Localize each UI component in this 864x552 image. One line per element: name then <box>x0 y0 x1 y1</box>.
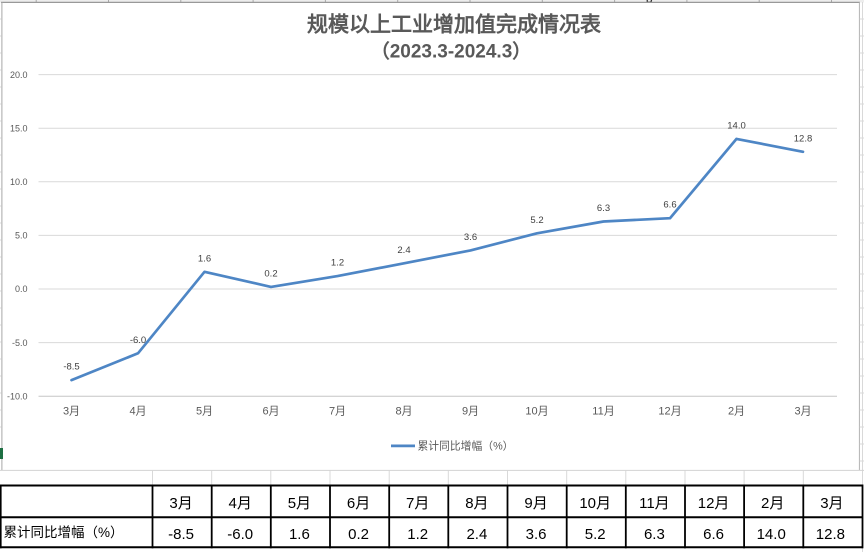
svg-text:3月: 3月 <box>169 495 192 512</box>
svg-text:12月: 12月 <box>658 406 681 418</box>
svg-text:-8.5: -8.5 <box>63 362 79 373</box>
svg-text:1.6: 1.6 <box>289 526 310 543</box>
svg-text:-8.5: -8.5 <box>168 526 194 543</box>
svg-text:累计同比增幅（%）: 累计同比增幅（%） <box>418 439 514 453</box>
svg-text:2月: 2月 <box>761 495 784 512</box>
svg-text:10月: 10月 <box>579 495 611 512</box>
svg-text:1.6: 1.6 <box>198 253 211 264</box>
svg-text:15.0: 15.0 <box>10 123 28 133</box>
svg-text:3月: 3月 <box>820 495 843 512</box>
svg-text:-10.0: -10.0 <box>7 391 28 401</box>
svg-text:7月: 7月 <box>329 406 346 418</box>
svg-text:10月: 10月 <box>525 406 548 418</box>
svg-text:-6.0: -6.0 <box>227 526 253 543</box>
svg-text:6.6: 6.6 <box>663 200 676 211</box>
svg-text:0.2: 0.2 <box>348 526 369 543</box>
svg-text:9月: 9月 <box>462 406 479 418</box>
svg-text:6月: 6月 <box>262 406 279 418</box>
svg-text:3月: 3月 <box>794 406 811 418</box>
svg-text:累计同比增幅（%）: 累计同比增幅（%） <box>4 525 124 540</box>
svg-text:8月: 8月 <box>395 406 412 418</box>
svg-text:12月: 12月 <box>698 495 730 512</box>
svg-text:3.6: 3.6 <box>464 232 477 243</box>
svg-text:2.4: 2.4 <box>397 245 410 256</box>
svg-text:1.2: 1.2 <box>407 526 428 543</box>
svg-text:规模以上工业增加值完成情况表: 规模以上工业增加值完成情况表 <box>307 13 602 37</box>
svg-text:9月: 9月 <box>524 495 547 512</box>
svg-text:11月: 11月 <box>639 495 670 512</box>
svg-text:0.2: 0.2 <box>264 268 277 279</box>
svg-text:6.3: 6.3 <box>597 203 610 214</box>
svg-text:6.6: 6.6 <box>703 526 724 543</box>
svg-text:3.6: 3.6 <box>526 526 547 543</box>
svg-text:5月: 5月 <box>196 406 213 418</box>
svg-text:12.8: 12.8 <box>816 526 845 543</box>
svg-text:10.0: 10.0 <box>10 177 28 187</box>
svg-text:14.0: 14.0 <box>727 120 746 131</box>
svg-text:3月: 3月 <box>63 406 80 418</box>
svg-text:4月: 4月 <box>129 406 146 418</box>
svg-text:6.3: 6.3 <box>644 526 665 543</box>
svg-text:-5.0: -5.0 <box>12 338 28 348</box>
svg-text:5.0: 5.0 <box>15 231 28 241</box>
svg-text:11月: 11月 <box>592 406 614 418</box>
svg-text:1.2: 1.2 <box>331 258 344 269</box>
svg-text:6月: 6月 <box>347 495 370 512</box>
svg-text:2月: 2月 <box>728 406 745 418</box>
svg-text:8月: 8月 <box>465 495 488 512</box>
svg-text:7月: 7月 <box>406 495 429 512</box>
svg-text:5.2: 5.2 <box>585 526 606 543</box>
svg-text:2.4: 2.4 <box>466 526 487 543</box>
svg-text:（2023.3-2024.3）: （2023.3-2024.3） <box>371 40 532 63</box>
svg-text:5月: 5月 <box>288 495 311 512</box>
svg-text:0.0: 0.0 <box>15 284 28 294</box>
svg-text:12.8: 12.8 <box>794 133 813 144</box>
svg-text:14.0: 14.0 <box>757 526 786 543</box>
svg-text:-6.0: -6.0 <box>130 335 146 346</box>
svg-text:4月: 4月 <box>229 495 252 512</box>
svg-text:5.2: 5.2 <box>530 215 543 226</box>
svg-text:20.0: 20.0 <box>10 70 28 80</box>
